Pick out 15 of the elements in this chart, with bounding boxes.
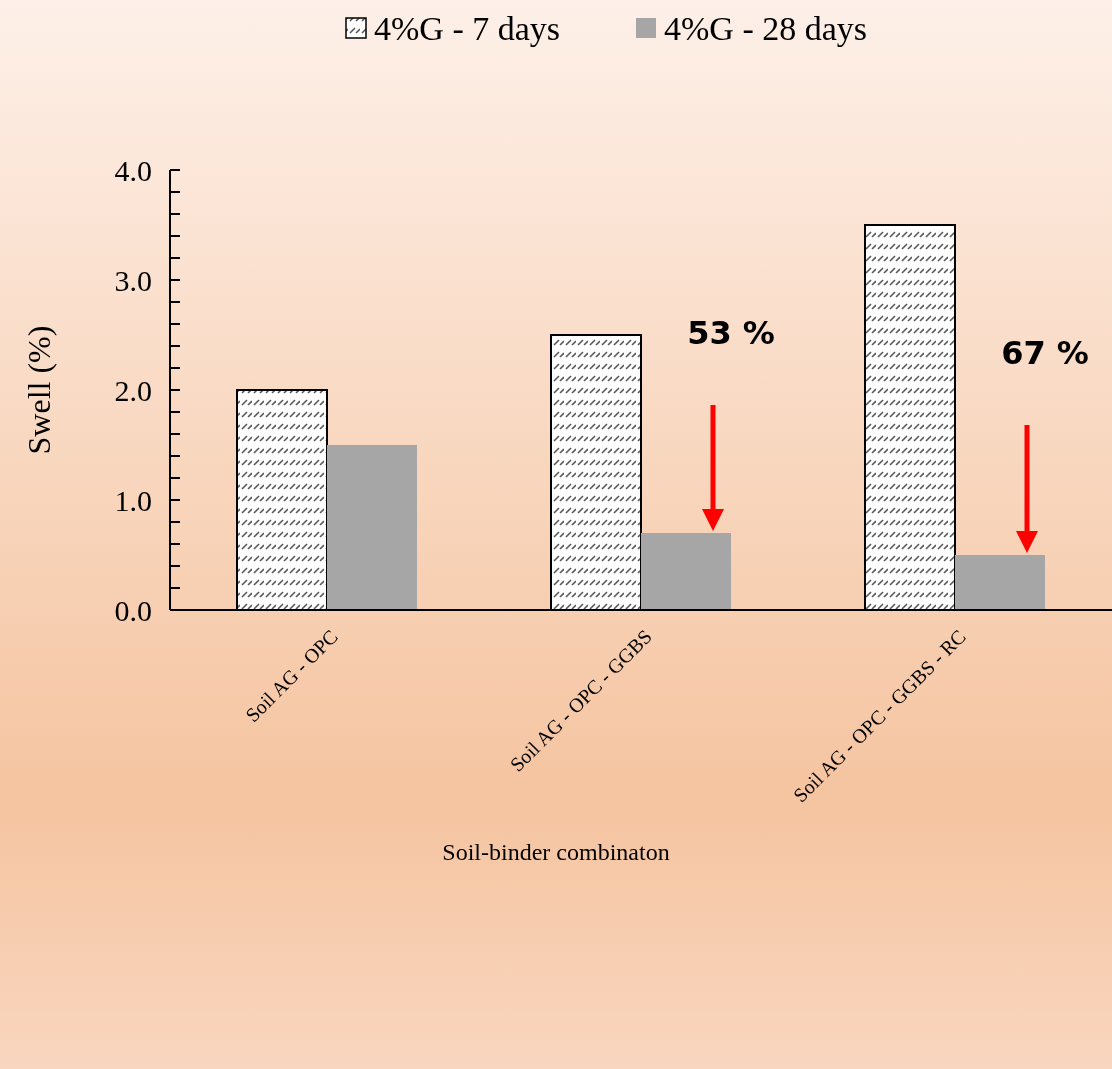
bar [327, 445, 417, 610]
y-tick-label: 4.0 [114, 153, 152, 187]
x-tick-label: Soil AG - OPC [241, 625, 342, 727]
legend-label: 4%G - 7 days [374, 9, 561, 47]
y-axis-title: Swell (%) [21, 325, 57, 455]
legend-label: 4%G - 28 days [664, 9, 868, 47]
y-tick-label: 0.0 [114, 593, 152, 627]
y-tick-label: 1.0 [114, 483, 152, 517]
bar [955, 555, 1045, 610]
y-tick-label: 3.0 [114, 263, 152, 297]
bar [641, 533, 731, 610]
annotation: 67 % [1001, 334, 1089, 373]
y-tick-label: 2.0 [114, 373, 152, 407]
x-axis-title: Soil-binder combinaton [442, 839, 670, 865]
annotation: 53 % [687, 314, 775, 353]
